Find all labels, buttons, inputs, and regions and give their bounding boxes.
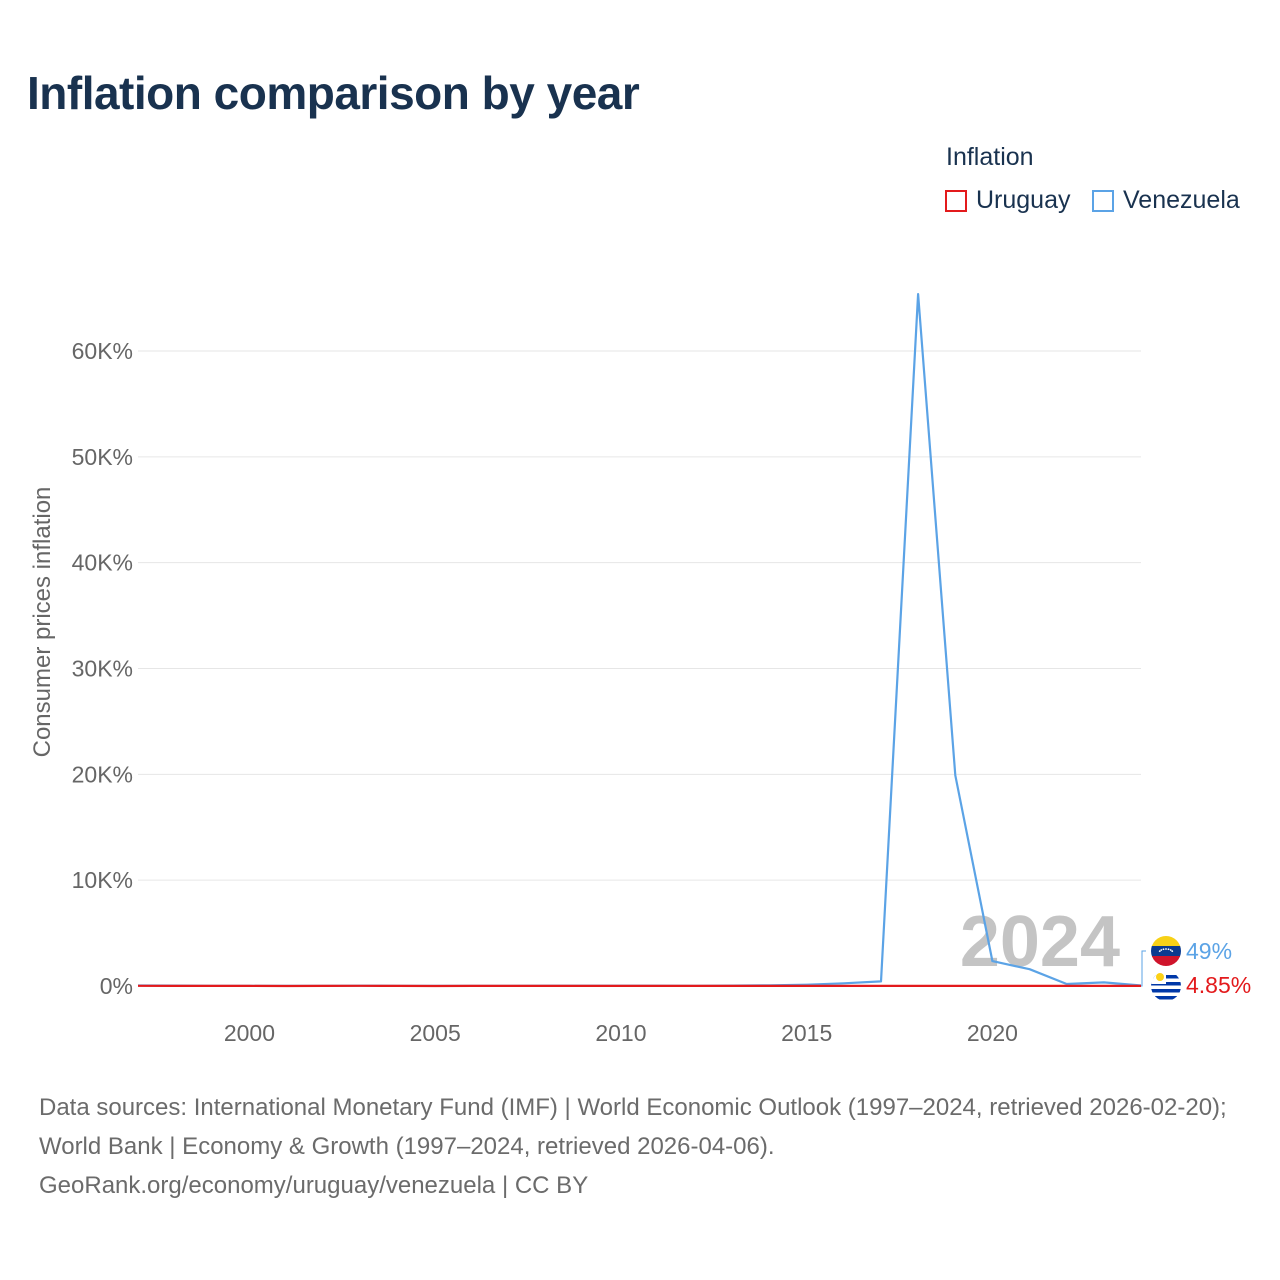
x-tick-label: 2015: [781, 1020, 832, 1046]
y-tick-label: 20K%: [72, 761, 133, 787]
data-sources-text: Data sources: International Monetary Fun…: [39, 1094, 1227, 1160]
end-label-uruguay: 4.85%: [1186, 972, 1251, 998]
legend-label-uruguay: Uruguay: [976, 186, 1071, 214]
y-axis-title: Consumer prices inflation: [29, 487, 56, 758]
legend-swatch-uruguay: [945, 189, 967, 212]
footer: Data sources: International Monetary Fun…: [39, 1088, 1249, 1205]
year-watermark: 2024: [960, 902, 1120, 982]
legend-swatch-venezuela: [1092, 189, 1114, 212]
y-tick-label: 30K%: [72, 656, 133, 682]
line-chart: 0% 10K% 20K% 30K% 40K% 50K% 60K% 2000 2005 2010 20…: [29, 293, 1251, 1046]
y-tick-label: 10K%: [72, 867, 133, 893]
y-tick-label: 50K%: [72, 444, 133, 470]
legend-item-venezuela[interactable]: Venezuela: [1092, 186, 1240, 215]
series-line-venezuela: [137, 293, 1142, 988]
flag-uruguay-icon: [1151, 971, 1181, 1001]
end-label-venezuela: 49%: [1186, 938, 1232, 964]
source-link[interactable]: GeoRank.org/economy/uruguay/venezuela | …: [39, 1172, 589, 1199]
x-tick-label: 2010: [595, 1020, 646, 1046]
connector-venezuela: [1141, 950, 1146, 987]
y-tick-label: 0%: [100, 973, 133, 999]
x-tick-label: 2020: [967, 1020, 1018, 1046]
legend-item-uruguay[interactable]: Uruguay: [945, 186, 1071, 215]
legend-title: Inflation: [946, 143, 1034, 171]
x-tick-label: 2005: [410, 1020, 461, 1046]
y-tick-label: 40K%: [72, 550, 133, 576]
chart-title: Inflation comparison by year: [27, 67, 640, 119]
legend-label-venezuela: Venezuela: [1123, 186, 1240, 214]
flag-venezuela-icon: [1151, 936, 1181, 966]
x-tick-label: 2000: [224, 1020, 275, 1046]
y-tick-label: 60K%: [72, 338, 133, 364]
